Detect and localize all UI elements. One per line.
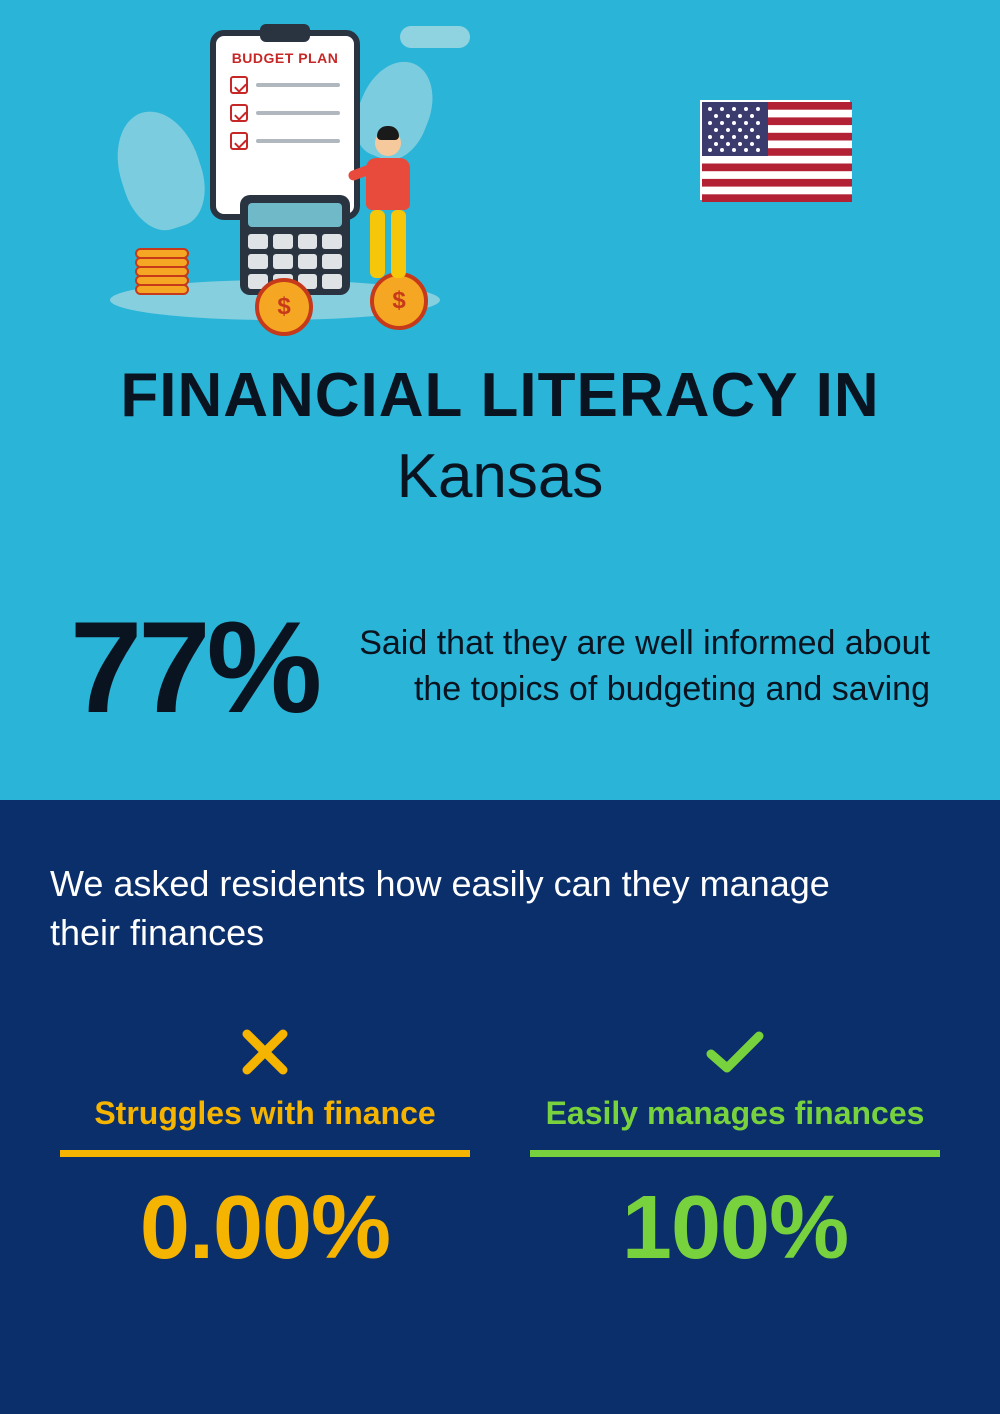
survey-question: We asked residents how easily can they m… <box>50 860 830 957</box>
struggles-column: Struggles with finance 0.00% <box>50 1017 480 1280</box>
manages-divider <box>530 1150 940 1157</box>
coin-icon: $ <box>255 278 313 336</box>
headline-percent: 77% <box>70 602 318 732</box>
coin-symbol: $ <box>277 293 290 321</box>
clipboard: BUDGET PLAN <box>210 30 360 220</box>
clipboard-title: BUDGET PLAN <box>216 50 354 66</box>
manages-column: Easily manages finances 100% <box>520 1017 950 1280</box>
title-location: Kansas <box>60 441 940 512</box>
us-flag-icon <box>700 100 850 200</box>
title-block: FINANCIAL LITERACY IN Kansas <box>60 360 940 512</box>
header-row: BUDGET PLAN <box>60 20 940 320</box>
checklist-item <box>230 132 340 150</box>
infographic-page: BUDGET PLAN <box>0 0 1000 1414</box>
checklist-item <box>230 104 340 122</box>
top-section: BUDGET PLAN <box>0 0 1000 800</box>
bottom-section: We asked residents how easily can they m… <box>0 800 1000 1414</box>
coin-stack <box>135 215 215 295</box>
person-illustration <box>358 130 418 300</box>
budget-plan-illustration: BUDGET PLAN <box>100 20 440 310</box>
struggles-label: Struggles with finance <box>50 1095 480 1132</box>
cloud-shape <box>400 26 470 48</box>
comparison-row: Struggles with finance 0.00% Easily mana… <box>50 1017 950 1280</box>
headline-description: Said that they are well informed about t… <box>358 621 930 713</box>
headline-stat: 77% Said that they are well informed abo… <box>60 602 940 732</box>
cross-icon <box>50 1017 480 1087</box>
calculator-screen <box>248 203 342 227</box>
manages-value: 100% <box>520 1177 950 1280</box>
struggles-value: 0.00% <box>50 1177 480 1280</box>
checklist-item <box>230 76 340 94</box>
struggles-divider <box>60 1150 470 1157</box>
clipboard-clip <box>260 24 310 42</box>
title-main: FINANCIAL LITERACY IN <box>60 360 940 431</box>
manages-label: Easily manages finances <box>520 1095 950 1132</box>
check-icon <box>520 1017 950 1087</box>
